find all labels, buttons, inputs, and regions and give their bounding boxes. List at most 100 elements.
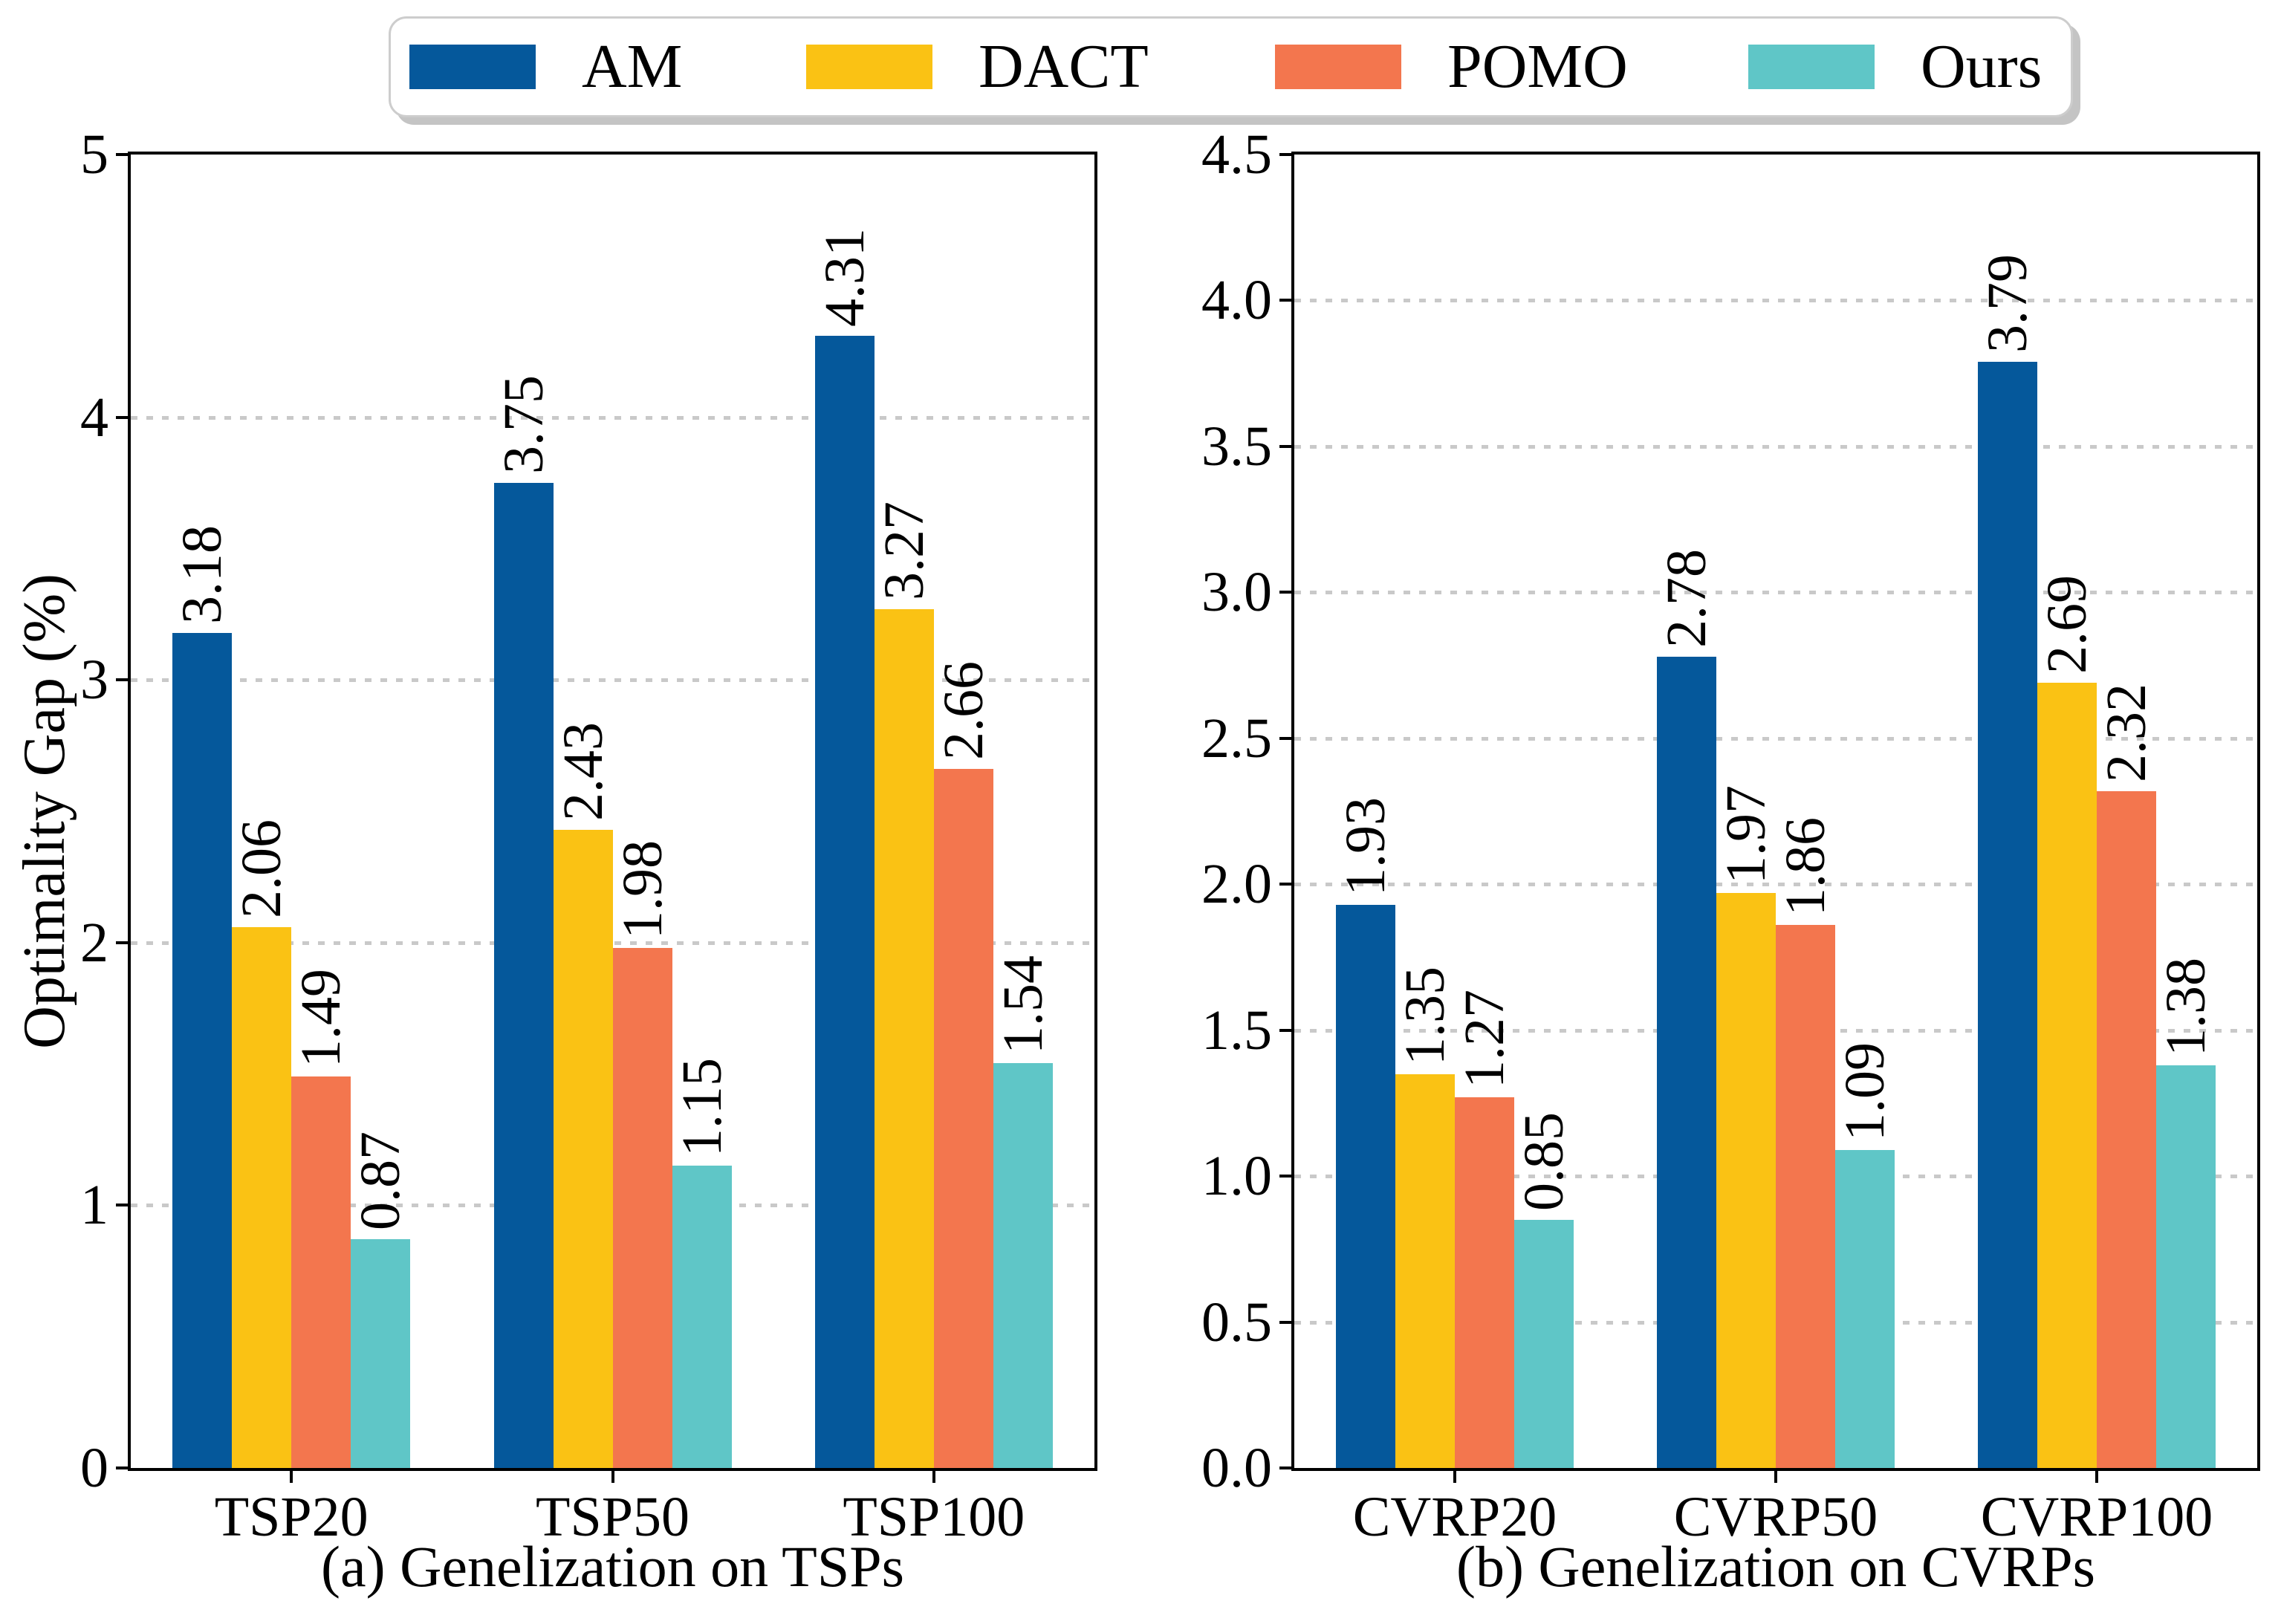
y-tick-label: 0.5 [1201, 1290, 1272, 1354]
y-axis-label: Optimality Gap (%) [12, 574, 77, 1049]
y-tick-label: 2.5 [1201, 707, 1272, 770]
y-tick-label: 2.0 [1201, 853, 1272, 916]
bar-value-pomo-tsp50: 1.98 [611, 839, 674, 939]
legend-label-pomo: POMO [1447, 32, 1628, 101]
y-tick [116, 153, 128, 156]
bar-value-ours-tsp100: 1.54 [991, 955, 1054, 1055]
bar-pomo-tsp50 [612, 947, 672, 1468]
y-tick [116, 678, 128, 682]
y-tick [1279, 591, 1291, 594]
bar-ours-cvrp50 [1835, 1149, 1895, 1468]
y-tick-label: 2 [80, 911, 108, 974]
bar-value-pomo-cvrp50: 1.86 [1774, 817, 1837, 917]
y-tick-label: 1 [80, 1174, 108, 1237]
legend-entry-ours: Ours [1748, 19, 2042, 115]
x-tick-label-cvrp20: CVRP20 [1352, 1486, 1557, 1548]
gridline [131, 678, 1094, 683]
x-tick-label-tsp20: TSP20 [214, 1486, 369, 1548]
y-tick [1279, 1028, 1291, 1032]
legend-swatch-ours [1748, 45, 1875, 89]
legend-swatch-am [409, 45, 536, 89]
bar-ours-tsp100 [993, 1063, 1053, 1468]
x-tick [2095, 1471, 2098, 1483]
x-tick-label-tsp100: TSP100 [843, 1486, 1025, 1548]
gridline [1294, 591, 2257, 595]
legend-swatch-pomo [1275, 45, 1401, 89]
plot-tsp: 0 1 2 3 4 5 TSP20 3.18 2.06 1.49 0.87 TSP50 3.75 2.43… [80, 125, 1097, 1547]
legend: AM DACT POMO Ours [389, 16, 2073, 117]
y-tick [1279, 299, 1291, 302]
y-tick [1279, 1467, 1291, 1469]
bar-am-tsp20 [172, 632, 233, 1468]
bar-value-ours-tsp20: 0.87 [349, 1131, 412, 1231]
bar-value-am-tsp20: 3.18 [171, 524, 234, 624]
bar-am-cvrp20 [1336, 904, 1395, 1468]
bar-dact-tsp50 [553, 829, 613, 1468]
bar-value-am-tsp50: 3.75 [492, 375, 555, 474]
y-tick [116, 1204, 128, 1207]
y-tick-label: 1.0 [1201, 1145, 1272, 1208]
bar-pomo-tsp20 [291, 1076, 351, 1468]
y-tick [116, 415, 128, 419]
bar-value-dact-tsp100: 3.27 [872, 501, 935, 600]
x-tick-label-tsp50: TSP50 [536, 1486, 690, 1548]
x-tick [290, 1471, 293, 1483]
y-tick-label: 0.0 [1201, 1437, 1272, 1499]
y-tick-label: 1.5 [1201, 998, 1272, 1062]
y-tick-label: 3 [80, 649, 108, 712]
bar-value-dact-cvrp100: 2.69 [2036, 575, 2098, 675]
y-tick [116, 941, 128, 944]
y-tick-label: 3.0 [1201, 561, 1272, 624]
bar-value-pomo-cvrp20: 1.27 [1453, 990, 1516, 1089]
y-tick-label: 4.5 [1201, 123, 1272, 186]
y-tick [1279, 883, 1291, 886]
gridline [1294, 444, 2257, 449]
x-tick [1453, 1471, 1456, 1483]
y-tick [116, 1467, 128, 1469]
y-tick-label: 0 [80, 1437, 108, 1499]
legend-label-am: AM [582, 32, 683, 101]
bar-value-pomo-cvrp100: 2.32 [2095, 683, 2158, 782]
bar-pomo-cvrp100 [2097, 790, 2156, 1468]
bar-value-dact-cvrp20: 1.35 [1394, 966, 1456, 1065]
bar-value-ours-cvrp20: 0.85 [1513, 1112, 1575, 1212]
bar-ours-cvrp20 [1514, 1220, 1574, 1468]
bar-value-am-cvrp20: 1.93 [1334, 796, 1397, 896]
plot-cvrp: 0.0 0.5 1.0 1.5 2.0 2.5 3.0 3.5 4.0 4.5 CVRP20 1.93… [1201, 125, 2260, 1547]
legend-label-dact: DACT [979, 32, 1149, 101]
bar-value-dact-tsp50: 2.43 [551, 721, 614, 821]
bar-value-ours-cvrp50: 1.09 [1834, 1042, 1896, 1141]
bar-value-am-cvrp100: 3.79 [1976, 253, 2039, 353]
bar-dact-tsp100 [874, 608, 934, 1468]
y-tick-label: 3.5 [1201, 415, 1272, 478]
bar-value-am-tsp100: 4.31 [813, 227, 876, 327]
gridline [131, 941, 1094, 945]
caption-cvrp: (b) Genelization on CVRPs [1456, 1534, 2096, 1599]
gridline [1294, 883, 2257, 887]
y-tick [1279, 444, 1291, 448]
legend-entry-am: AM [409, 19, 682, 115]
y-tick-label: 5 [80, 123, 108, 186]
bar-pomo-tsp100 [933, 769, 993, 1468]
gridline [131, 415, 1094, 420]
x-tick [932, 1471, 935, 1483]
bar-dact-tsp20 [232, 926, 292, 1468]
y-tick [1279, 736, 1291, 740]
bar-am-tsp100 [814, 335, 875, 1468]
bar-value-dact-cvrp50: 1.97 [1715, 785, 1777, 885]
bar-value-dact-tsp20: 2.06 [230, 819, 293, 918]
x-tick [611, 1471, 614, 1483]
y-tick [1279, 1320, 1291, 1324]
y-tick-label: 4.0 [1201, 269, 1272, 332]
bar-am-tsp50 [493, 483, 554, 1468]
bar-value-ours-tsp50: 1.15 [670, 1058, 733, 1157]
legend-label-ours: Ours [1921, 32, 2042, 101]
y-tick [1279, 1175, 1291, 1178]
bar-value-am-cvrp50: 2.78 [1655, 548, 1718, 648]
caption-tsp: (a) Genelization on TSPs [321, 1534, 904, 1599]
bar-pomo-cvrp50 [1776, 925, 1835, 1468]
y-tick-label: 4 [80, 386, 108, 449]
bar-ours-tsp20 [351, 1239, 411, 1468]
bar-ours-tsp50 [672, 1166, 732, 1468]
